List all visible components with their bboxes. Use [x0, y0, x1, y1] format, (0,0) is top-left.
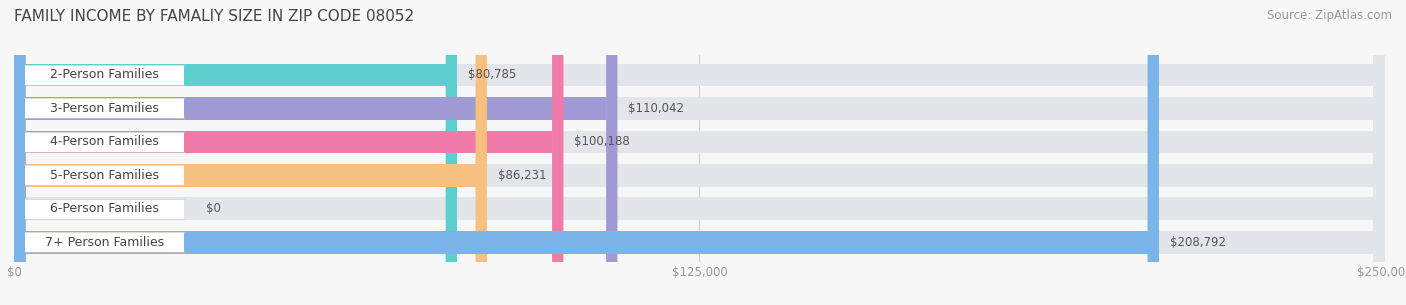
Wedge shape [446, 0, 457, 305]
Text: FAMILY INCOME BY FAMALIY SIZE IN ZIP CODE 08052: FAMILY INCOME BY FAMALIY SIZE IN ZIP COD… [14, 9, 415, 24]
Bar [25, 164, 475, 187]
Wedge shape [1374, 0, 1385, 305]
Text: Source: ZipAtlas.com: Source: ZipAtlas.com [1267, 9, 1392, 22]
Wedge shape [14, 0, 25, 305]
Text: 7+ Person Families: 7+ Person Families [45, 236, 165, 249]
Text: $110,042: $110,042 [628, 102, 685, 115]
Wedge shape [553, 0, 564, 305]
Wedge shape [14, 0, 25, 305]
Wedge shape [1374, 0, 1385, 305]
Bar [25, 132, 184, 152]
Text: $100,188: $100,188 [575, 135, 630, 148]
Wedge shape [14, 0, 25, 305]
Bar [25, 165, 184, 185]
Bar [25, 64, 446, 86]
Bar [25, 231, 1374, 253]
Text: 6-Person Families: 6-Person Families [51, 202, 159, 215]
Bar [25, 97, 1374, 120]
Bar [25, 199, 184, 219]
Text: $208,792: $208,792 [1170, 236, 1226, 249]
Bar [25, 231, 1147, 253]
Wedge shape [14, 0, 25, 305]
Wedge shape [1374, 0, 1385, 305]
Wedge shape [475, 0, 486, 305]
Wedge shape [1374, 0, 1385, 305]
Bar [25, 197, 1374, 220]
Wedge shape [14, 0, 25, 305]
Wedge shape [1147, 0, 1159, 305]
Bar [25, 64, 1374, 86]
Bar [25, 131, 1374, 153]
Text: 4-Person Families: 4-Person Families [51, 135, 159, 148]
Wedge shape [14, 0, 25, 305]
Wedge shape [14, 0, 25, 305]
Wedge shape [606, 0, 617, 305]
Bar [25, 99, 184, 118]
Text: $80,785: $80,785 [468, 68, 516, 81]
Text: 2-Person Families: 2-Person Families [51, 68, 159, 81]
Text: $0: $0 [207, 202, 221, 215]
Wedge shape [1374, 0, 1385, 305]
Wedge shape [14, 0, 25, 305]
Wedge shape [14, 0, 25, 305]
Wedge shape [14, 0, 25, 305]
Text: 3-Person Families: 3-Person Families [51, 102, 159, 115]
Text: 5-Person Families: 5-Person Families [51, 169, 159, 182]
Bar [25, 131, 553, 153]
Bar [25, 232, 184, 252]
Wedge shape [1374, 0, 1385, 305]
Text: $86,231: $86,231 [498, 169, 547, 182]
Bar [25, 164, 1374, 187]
Wedge shape [14, 0, 25, 305]
Bar [25, 65, 184, 85]
Bar [25, 97, 606, 120]
